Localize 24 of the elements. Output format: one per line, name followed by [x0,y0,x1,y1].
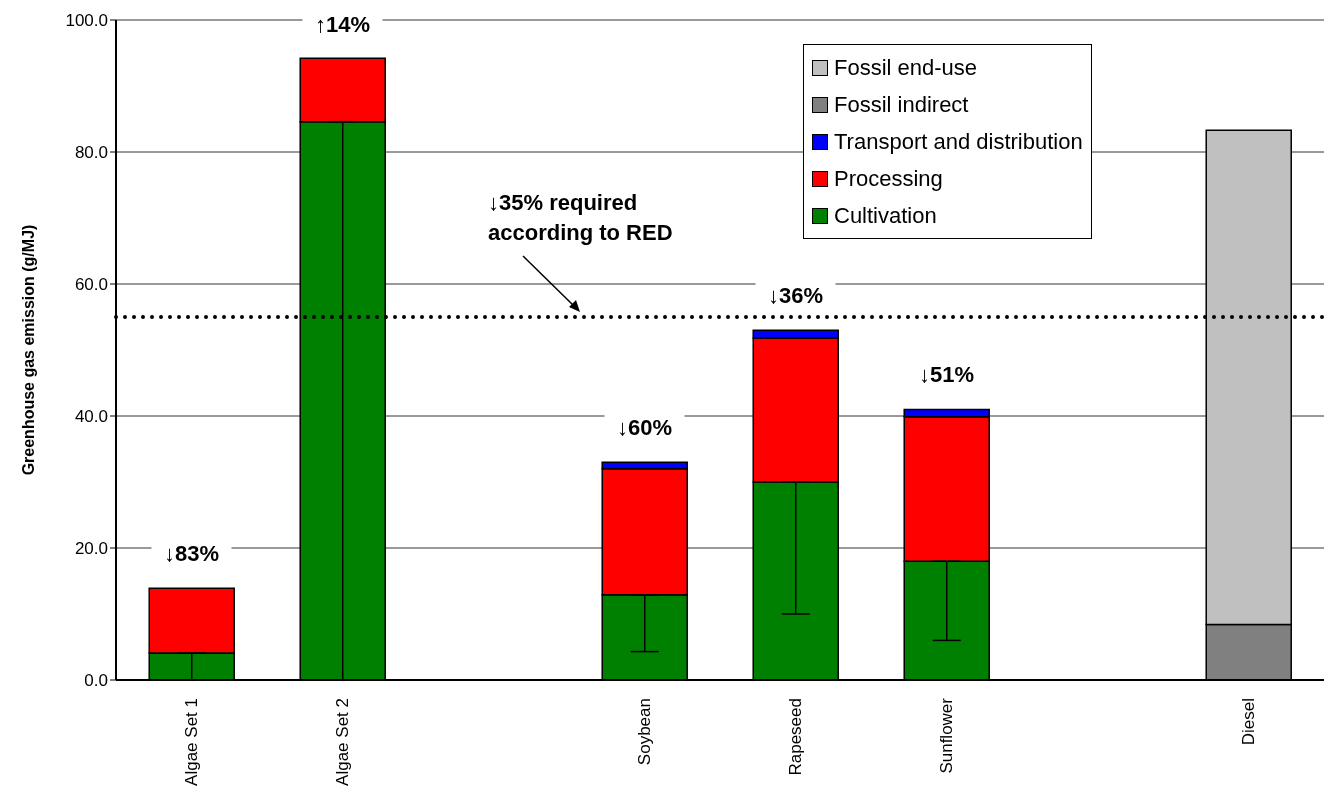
y-tick-label: 0.0 [84,671,108,691]
legend-label: Transport and distribution [834,128,1083,155]
y-tick-label: 80.0 [74,143,108,163]
legend-label: Fossil end-use [834,54,978,81]
x-tick-label: Rapeseed [786,698,805,776]
x-tick-label: Diesel [1239,698,1258,746]
x-tick-label: Algae Set 2 [333,698,352,786]
x-tick-label: Algae Set 1 [182,698,201,786]
annotation: ↓35% required according to RED [488,190,673,245]
legend-label: Processing [834,165,943,192]
annotation: ↓83% [163,541,220,567]
annotation: ↓36% [767,283,824,309]
annotation: ↑14% [314,12,371,37]
annotation: ↓51% [918,362,975,388]
y-tick-label: 100.0 [65,11,108,31]
legend-label: Cultivation [834,202,937,229]
legend-label: Fossil indirect [834,91,969,118]
x-tick-label: Soybean [635,698,654,766]
y-tick-label: 40.0 [74,407,108,427]
y-axis-title: Greenhouse gas emission (g/MJ) [19,224,37,476]
y-tick-label: 60.0 [74,275,108,295]
annotation: ↓60% [616,415,673,441]
x-tick-label: Sunflower [937,697,956,774]
y-tick-label: 20.0 [74,539,108,559]
